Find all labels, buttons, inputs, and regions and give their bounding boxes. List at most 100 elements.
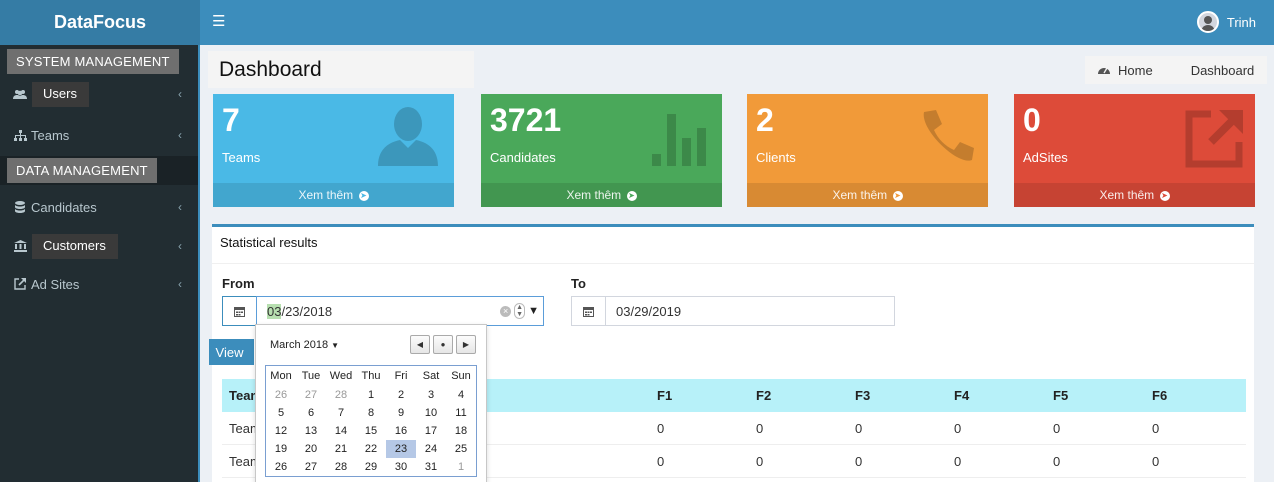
table-cell: 0 xyxy=(1152,454,1160,469)
from-date-field[interactable]: 03/23/2018 × ▲ ▼ ▼ xyxy=(222,296,544,326)
breadcrumb-home-link[interactable]: Home xyxy=(1118,62,1153,78)
date-picker-popup: March 2018 ▼ ◀ ● ▶ Mon Tue Wed Thu Fri S… xyxy=(255,324,487,482)
calendar-day[interactable]: 2 xyxy=(397,389,405,401)
calendar-day[interactable]: 26 xyxy=(274,389,288,401)
calendar-day[interactable]: 13 xyxy=(304,425,318,437)
calendar-grid: Mon Tue Wed Thu Fri Sat Sun 26 27 28 1 2… xyxy=(265,365,477,477)
dropdown-arrow-icon[interactable]: ▼ xyxy=(528,305,539,317)
arrow-circle-right-icon: ➤ xyxy=(1159,190,1170,201)
calendar-day[interactable]: 8 xyxy=(367,407,375,419)
sidebar-item-customers[interactable]: Customers ‹ xyxy=(0,231,198,261)
stat-box-clients: 2 Clients Xem thêm ➤ xyxy=(747,94,988,207)
calendar-day[interactable]: 3 xyxy=(427,389,435,401)
statistics-panel: Statistical results From To 03/23/2018 ×… xyxy=(209,224,1254,482)
more-info-link[interactable]: Xem thêm ➤ xyxy=(1014,183,1255,207)
to-label: To xyxy=(571,276,586,291)
calendar-day[interactable]: 25 xyxy=(454,443,468,455)
stat-value: 0 xyxy=(1023,102,1041,138)
table-row: Team 0 0 0 0 0 0 xyxy=(222,445,1246,478)
panel-divider xyxy=(212,263,1254,264)
next-month-button[interactable]: ▶ xyxy=(456,335,476,354)
sidebar-item-ad-sites[interactable]: Ad Sites ‹ xyxy=(0,269,198,299)
more-info-link[interactable]: Xem thêm ➤ xyxy=(747,183,988,207)
table-cell: 0 xyxy=(1053,421,1061,436)
column-header-f4[interactable]: F4 xyxy=(954,388,970,403)
sidebar: SYSTEM MANAGEMENT Users ‹ Teams ‹ DATA M… xyxy=(0,45,200,482)
more-info-link[interactable]: Xem thêm ➤ xyxy=(481,183,722,207)
calendar-day[interactable]: 11 xyxy=(455,407,467,419)
to-date-field[interactable] xyxy=(571,296,895,326)
calendar-day[interactable]: 15 xyxy=(364,425,378,437)
sidebar-item-label: Candidates xyxy=(31,199,97,215)
calendar-day[interactable]: 1 xyxy=(457,461,465,473)
from-date-rest[interactable]: /23/2018 xyxy=(281,303,333,319)
prev-month-button[interactable]: ◀ xyxy=(410,335,430,354)
calendar-day[interactable]: 17 xyxy=(424,425,438,437)
avatar xyxy=(1196,11,1219,33)
users-icon xyxy=(11,89,29,100)
chevron-left-icon: ‹ xyxy=(178,87,182,101)
breadcrumb-current: Dashboard xyxy=(1190,62,1255,78)
menu-toggle-icon[interactable]: ☰ xyxy=(212,13,226,30)
calendar-day[interactable]: 1 xyxy=(367,389,375,401)
month-select[interactable]: March 2018 ▼ xyxy=(270,339,340,351)
calendar-day[interactable]: 7 xyxy=(337,407,345,419)
sidebar-item-teams[interactable]: Teams ‹ xyxy=(0,120,198,150)
calendar-day[interactable]: 27 xyxy=(304,461,318,473)
today-button[interactable]: ● xyxy=(433,335,453,354)
sidebar-item-users[interactable]: Users ‹ xyxy=(0,79,198,109)
to-date-input[interactable] xyxy=(606,297,894,325)
calendar-day[interactable]: 19 xyxy=(274,443,288,455)
table-cell: 0 xyxy=(855,454,863,469)
stat-value: 7 xyxy=(222,102,240,138)
calendar-day[interactable]: 28 xyxy=(334,389,348,401)
calendar-day[interactable]: 21 xyxy=(334,443,348,455)
from-date-input[interactable]: 03/23/2018 × ▲ ▼ ▼ xyxy=(256,296,544,326)
calendar-day[interactable]: 28 xyxy=(334,461,348,473)
calendar-day[interactable]: 26 xyxy=(274,461,288,473)
stat-label: AdSites xyxy=(1023,150,1068,165)
calendar-day[interactable]: 14 xyxy=(334,425,348,437)
phone-icon xyxy=(918,108,978,171)
more-info-link[interactable]: Xem thêm ➤ xyxy=(213,183,454,207)
calendar-day[interactable]: 4 xyxy=(457,389,465,401)
calendar-day[interactable]: 29 xyxy=(364,461,378,473)
calendar-day[interactable]: 31 xyxy=(424,461,438,473)
calendar-day[interactable]: 5 xyxy=(277,407,285,419)
dashboard-icon xyxy=(1098,63,1110,78)
column-header-f2[interactable]: F2 xyxy=(756,388,772,403)
bank-icon xyxy=(11,240,29,252)
calendar-day[interactable]: 10 xyxy=(424,407,438,419)
arrow-circle-right-icon: ➤ xyxy=(358,190,369,201)
calendar-day[interactable]: 24 xyxy=(424,443,438,455)
from-date-month-segment[interactable]: 03 xyxy=(267,303,282,319)
column-header-team[interactable]: Team xyxy=(229,388,262,403)
spinner-icon[interactable]: ▲ ▼ xyxy=(514,303,526,319)
calendar-day[interactable]: 27 xyxy=(304,389,318,401)
arrow-circle-right-icon: ➤ xyxy=(892,190,903,201)
column-header-f1[interactable]: F1 xyxy=(657,388,673,403)
chevron-left-icon: ‹ xyxy=(178,239,182,253)
calendar-day[interactable]: 9 xyxy=(397,407,405,419)
stat-box-candidates: 3721 Candidates Xem thêm ➤ xyxy=(481,94,722,207)
user-menu[interactable]: Trinh xyxy=(1196,11,1256,33)
table-cell: 0 xyxy=(756,421,764,436)
table-cell: 0 xyxy=(954,421,962,436)
brand-logo[interactable]: DataFocus xyxy=(0,0,200,45)
calendar-day[interactable]: 22 xyxy=(364,443,378,455)
calendar-day[interactable]: 6 xyxy=(307,407,315,419)
sidebar-item-candidates[interactable]: Candidates ‹ xyxy=(0,192,198,222)
calendar-day[interactable]: 16 xyxy=(394,425,408,437)
column-header-f5[interactable]: F5 xyxy=(1053,388,1069,403)
calendar-day[interactable]: 20 xyxy=(304,443,318,455)
table-cell: 0 xyxy=(657,421,665,436)
clear-icon[interactable]: × xyxy=(500,305,512,317)
column-header-f6[interactable]: F6 xyxy=(1152,388,1168,403)
view-button[interactable]: View xyxy=(209,339,254,365)
calendar-day[interactable]: 18 xyxy=(454,425,468,437)
calendar-day[interactable]: 12 xyxy=(274,425,288,437)
column-header-f3[interactable]: F3 xyxy=(855,388,871,403)
calendar-day-selected[interactable]: 23 xyxy=(386,440,416,458)
stat-box-teams: 7 Teams Xem thêm ➤ xyxy=(213,94,454,207)
calendar-day[interactable]: 30 xyxy=(394,461,408,473)
